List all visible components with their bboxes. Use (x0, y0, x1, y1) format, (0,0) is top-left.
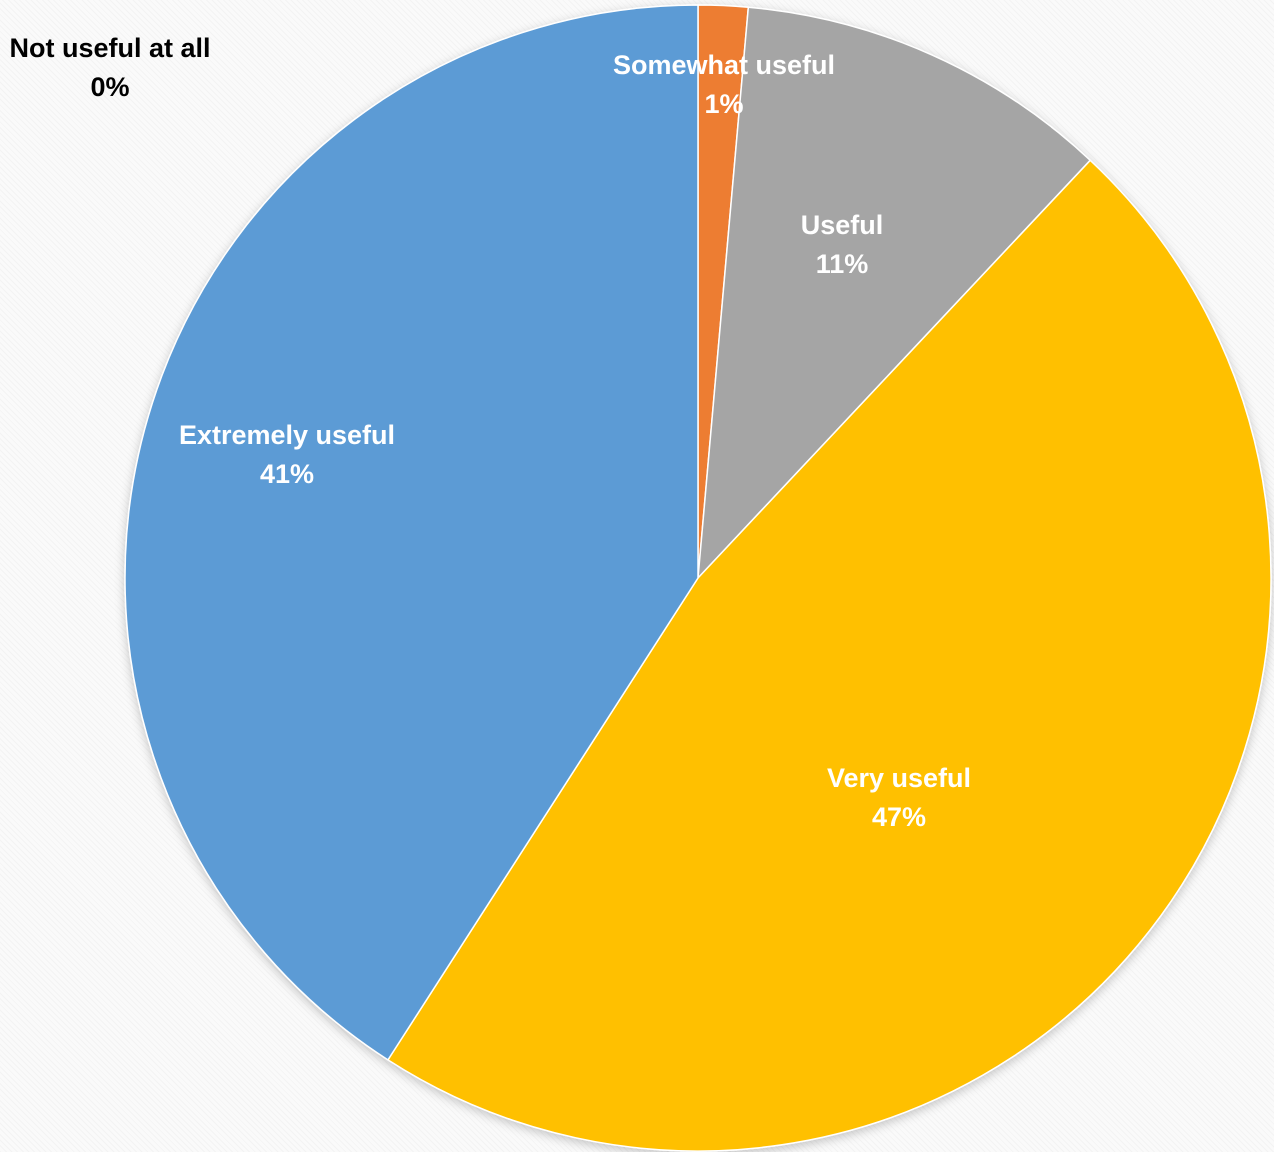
pie-slice-very-useful (387, 159, 1272, 1152)
slice-label-name: Very useful (827, 763, 971, 793)
slice-label-not-useful-at-all: Not useful at all 0% (9, 33, 210, 102)
slice-label-percent: 11% (816, 249, 869, 279)
slice-label-name: Useful (801, 210, 884, 240)
slice-label-name: Not useful at all (9, 33, 210, 63)
slice-label-somewhat-useful: Somewhat useful 1% (613, 50, 835, 119)
slice-label-percent: 47% (872, 802, 926, 832)
slice-label-name: Somewhat useful (613, 50, 835, 80)
pie-slices (124, 4, 1272, 1152)
pie-slice-useful (697, 6, 1091, 579)
slice-label-very-useful: Very useful 47% (827, 763, 971, 832)
pie-slice-extremely-useful (124, 4, 699, 1061)
slice-label-percent: 41% (260, 459, 314, 489)
slice-label-useful: Useful 11% (801, 210, 884, 279)
slice-label-percent: 1% (704, 89, 743, 119)
slice-label-percent: 0% (90, 72, 129, 102)
slice-label-extremely-useful: Extremely useful 41% (179, 420, 395, 489)
slice-label-name: Extremely useful (179, 420, 395, 450)
pie-labels: Not useful at all 0% Somewhat useful 1% Usef… (9, 33, 971, 832)
